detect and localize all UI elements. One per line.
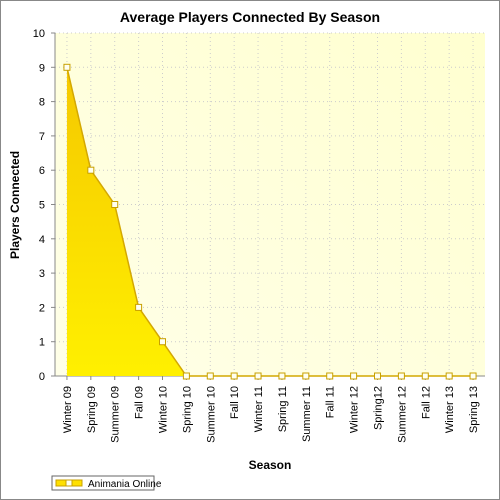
x-tick-label: Winter 11 <box>253 386 265 432</box>
y-tick-label: 1 <box>39 337 45 349</box>
y-tick-label: 9 <box>39 62 45 74</box>
x-tick-label: Fall 10 <box>229 386 241 419</box>
y-tick-label: 3 <box>39 268 45 280</box>
x-tick-label: Winter 13 <box>444 386 456 433</box>
x-tick-label: Spring12 <box>373 386 385 430</box>
marker <box>397 372 405 380</box>
x-tick-label: Spring 11 <box>277 386 289 432</box>
marker <box>350 372 358 380</box>
area <box>66 67 474 377</box>
x-tick-label: Winter 12 <box>349 386 361 433</box>
x-axis-title: Season <box>249 458 292 472</box>
marker <box>230 372 238 380</box>
marker <box>182 372 190 380</box>
marker <box>63 63 71 71</box>
marker <box>374 372 381 380</box>
marker <box>87 166 95 174</box>
line <box>66 67 474 377</box>
x-tick-label: Fall 12 <box>420 386 432 419</box>
x-tick-label: Summer 11 <box>301 386 313 442</box>
y-tick-label: 10 <box>33 28 45 40</box>
marker <box>111 201 119 208</box>
y-tick-label: 7 <box>39 131 45 143</box>
y-tick-label: 8 <box>39 97 45 109</box>
x-tick-label: Winter 09 <box>62 386 74 433</box>
x-tick-label: Spring 13 <box>468 386 480 433</box>
x-tick-label: Spring 10 <box>181 386 193 433</box>
chart-title: Average Players Connected By Season <box>120 9 380 25</box>
y-tick-label: 2 <box>39 302 45 314</box>
marker <box>254 372 262 380</box>
marker <box>278 372 286 380</box>
legend-marker <box>65 479 73 487</box>
marker <box>302 372 310 380</box>
marker <box>326 372 334 380</box>
y-tick-label: 0 <box>39 371 45 383</box>
y-tick-label: 4 <box>39 234 45 246</box>
marker <box>206 372 214 380</box>
marker <box>421 372 429 380</box>
x-tick-label: Winter 10 <box>158 386 170 433</box>
x-tick-label: Summer 09 <box>110 386 122 443</box>
x-tick-label: Fall 09 <box>134 386 146 419</box>
marker <box>469 372 477 380</box>
marker <box>135 303 143 311</box>
x-tick-label: Summer 12 <box>396 386 408 443</box>
marker <box>159 338 166 346</box>
x-tick-label: Fall 11 <box>325 386 337 418</box>
x-tick-label: Summer 10 <box>205 386 217 443</box>
legend-label: Animania Online <box>88 479 162 490</box>
y-tick-label: 6 <box>39 165 45 177</box>
y-tick-label: 5 <box>39 200 45 212</box>
y-axis-title: Players Connected <box>8 151 22 259</box>
marker <box>445 372 453 380</box>
x-tick-label: Spring 09 <box>86 386 98 433</box>
